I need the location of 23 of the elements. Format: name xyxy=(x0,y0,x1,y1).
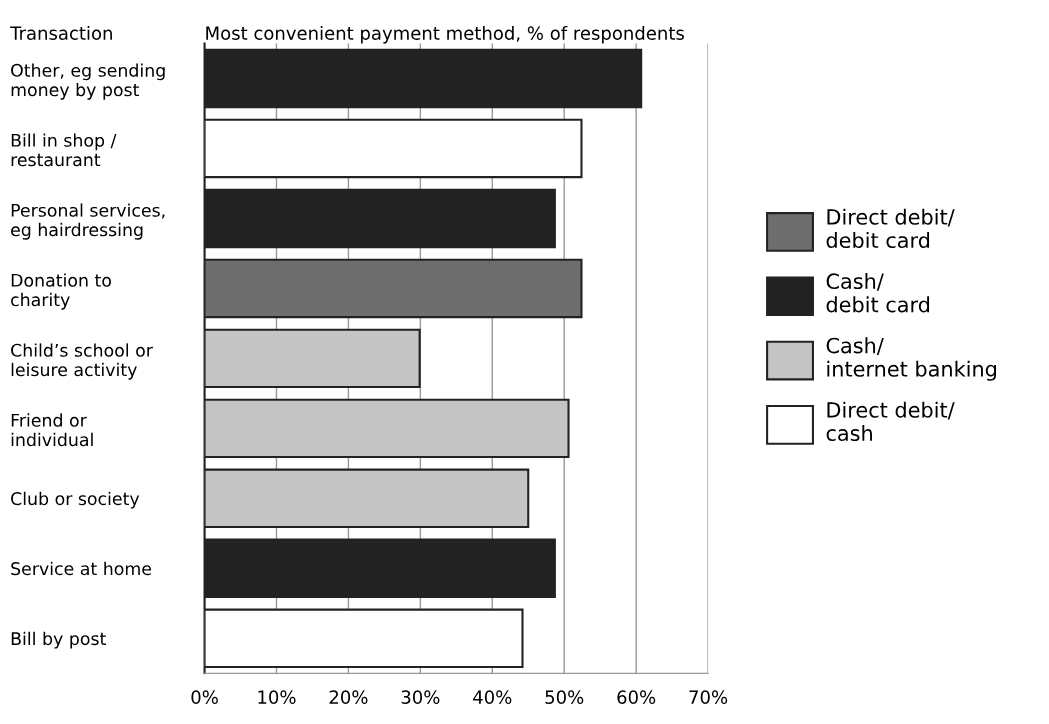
x-tick-label: 60% xyxy=(617,690,656,704)
y-tick-label: Bill in shop / restaurant xyxy=(11,133,117,167)
x-tick-label: 20% xyxy=(329,690,368,704)
y-tick-label: Donation to charity xyxy=(11,273,111,310)
y-tick-label: Bill by post xyxy=(11,631,106,649)
y-tick-label: Personal services, eg hairdressing xyxy=(11,203,165,240)
x-tick-label: 50% xyxy=(545,690,584,704)
y-tick-label: Child’s school or leisure activity xyxy=(11,343,153,380)
x-axis-title: Most convenient payment method, % of respondents xyxy=(206,25,684,44)
y-tick-label: Friend or individual xyxy=(11,413,93,447)
x-tick-label: 70% xyxy=(689,690,728,704)
y-axis-title: Transaction xyxy=(10,25,112,40)
x-tick-label: 30% xyxy=(401,690,440,704)
legend-label: Direct debit/ debit card xyxy=(826,208,955,249)
y-tick-label: Club or society xyxy=(11,491,140,509)
legend-label: Direct debit/ cash xyxy=(826,401,955,442)
legend-label: Cash/ debit card xyxy=(826,272,930,313)
y-tick-label: Other, eg sending money by post xyxy=(11,63,165,100)
x-tick-label: 0% xyxy=(191,690,218,704)
x-tick-label: 40% xyxy=(473,690,512,704)
y-tick-label: Service at home xyxy=(11,561,152,576)
x-tick-label: 10% xyxy=(258,690,296,704)
legend-label: Cash/ internet banking xyxy=(826,337,997,381)
